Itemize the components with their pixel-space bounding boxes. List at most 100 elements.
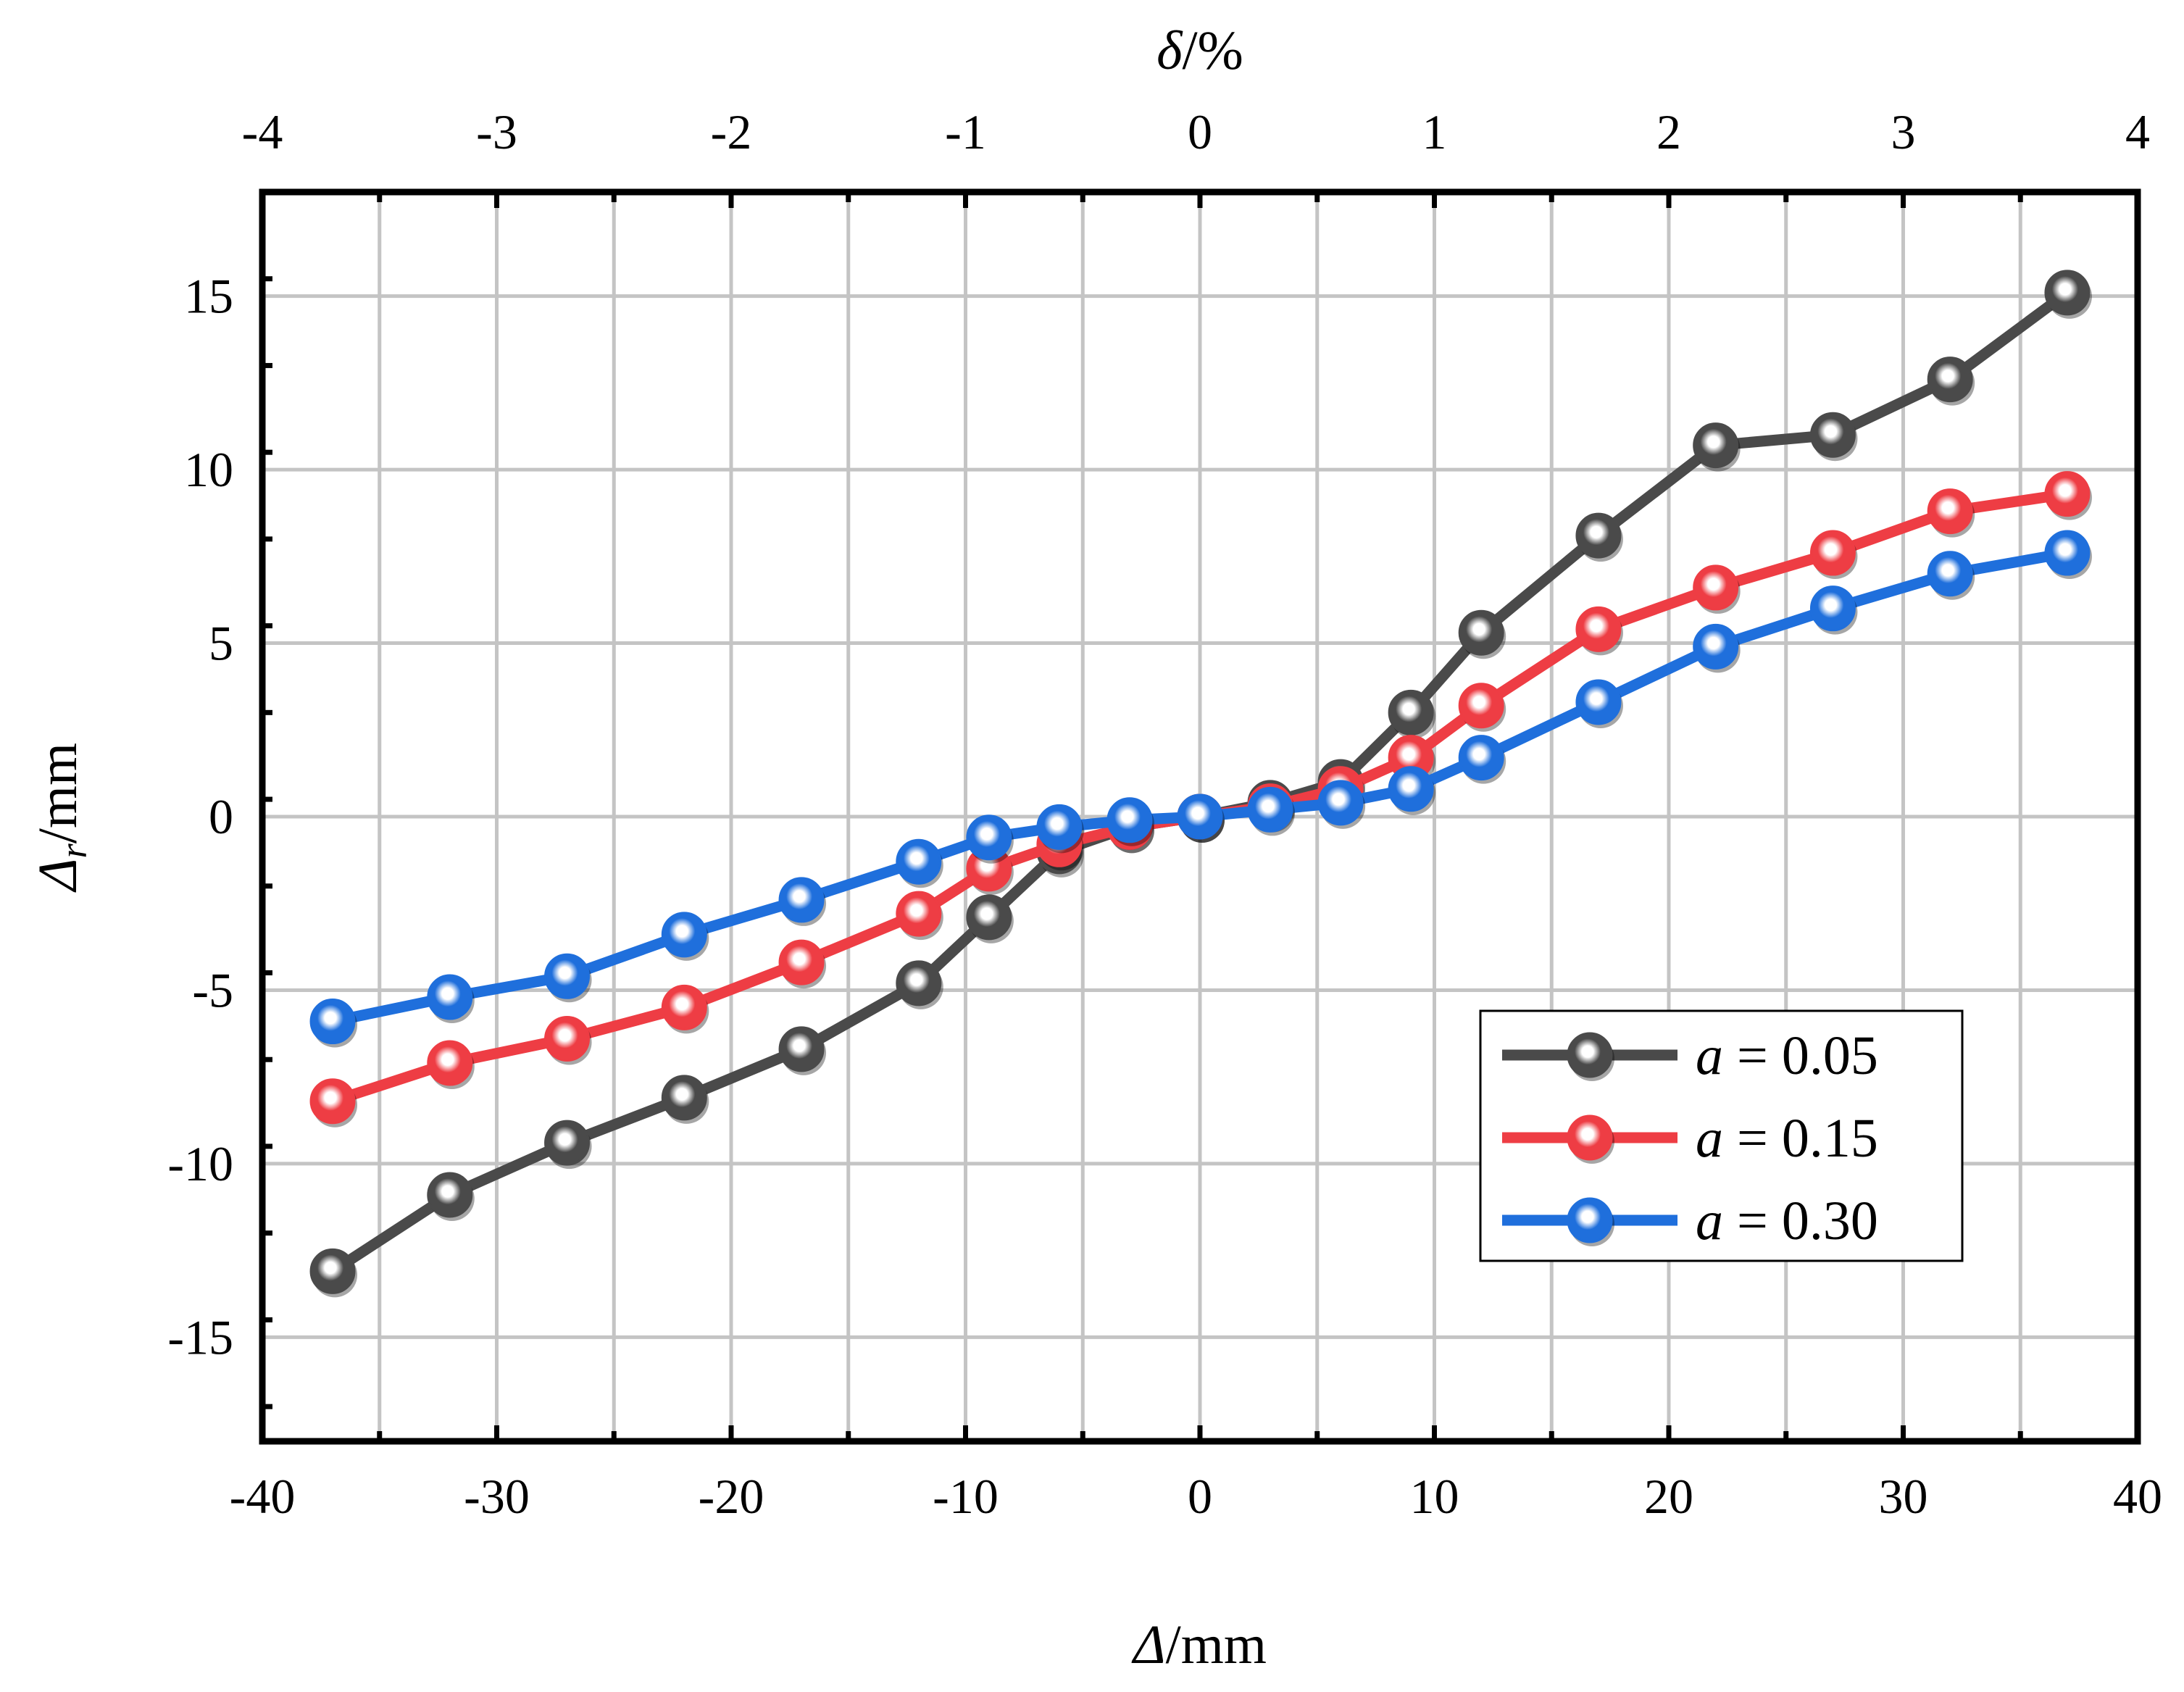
x-axis-title-unit: /mm [1166,1614,1267,1675]
legend: a = 0.05a = 0.15a = 0.30 [1479,1009,1964,1262]
data-point [1247,786,1293,833]
data-point [778,877,825,923]
data-point [1317,780,1364,826]
x2-tick-label: -1 [945,104,986,159]
x2-tick-label: 4 [2125,104,2150,159]
data-point [1927,357,1973,403]
legend-marker [1567,1197,1613,1243]
data-point [1458,609,1504,656]
data-point [1693,422,1739,469]
legend-label-var: a [1696,1191,1723,1251]
y-tick-label: 15 [184,269,233,324]
y-tick-label: 10 [184,442,233,497]
data-point [1458,683,1504,729]
data-point [427,1040,473,1086]
data-point [661,1075,707,1121]
data-point [1693,623,1739,670]
x2-tick-label: 3 [1891,104,1916,159]
x-tick-label: 10 [1410,1469,1459,1524]
ticks [259,192,2141,1441]
data-point [1388,689,1434,735]
data-point [2044,530,2091,576]
data-point [309,1078,356,1125]
data-point [966,894,1012,941]
data-point [1388,766,1434,812]
data-point [427,974,473,1020]
data-point [2044,270,2091,316]
data-point [1809,585,1856,632]
data-point [427,1172,473,1218]
data-point [896,960,942,1007]
x-tick-label: -20 [699,1469,764,1524]
y-tick-label: 5 [209,616,233,671]
x2-axis-title-unit: /% [1182,20,1243,81]
x-tick-label: 40 [2113,1469,2162,1524]
data-point [1036,804,1083,850]
x-tick-label: 20 [1644,1469,1693,1524]
y-tick-label: -5 [192,962,233,1017]
y-axis-title-symbol: Δ [28,859,88,893]
series-layer [309,270,2092,1298]
data-point [896,838,942,885]
data-point [1575,606,1622,652]
legend-label-value: = 0.30 [1723,1191,1878,1251]
data-point [966,814,1012,861]
data-point [896,891,942,937]
y-tick-label: -15 [167,1309,233,1364]
x-tick-label: -30 [464,1469,530,1524]
legend-label-value: = 0.05 [1723,1025,1878,1086]
x2-axis-title: δ/% [1156,20,1243,81]
data-point [544,1015,591,1062]
legend-label-var: a [1696,1025,1723,1086]
y-tick-label: 0 [209,789,233,844]
x-tick-label: -40 [230,1469,296,1524]
series-a-0-30 [309,530,2092,1048]
y-axis-title: Δr/mm [28,743,95,893]
data-point [544,1120,591,1166]
data-point [1809,412,1856,458]
x2-tick-label: -3 [476,104,517,159]
legend-label-value: = 0.15 [1723,1108,1878,1169]
y-axis-title-sub: r [54,843,95,859]
x2-tick-label: -4 [242,104,283,159]
data-point [1693,564,1739,611]
legend-label: a = 0.15 [1696,1108,1878,1169]
legend-item: a = 0.05 [1502,1025,1878,1086]
data-point [778,939,825,985]
data-point [2044,471,2091,517]
data-point [1458,735,1504,781]
x2-axis-title-symbol: δ [1156,20,1183,81]
data-point [1177,793,1223,840]
legend-item: a = 0.30 [1502,1191,1878,1251]
legend-item: a = 0.15 [1502,1108,1878,1169]
x-tick-label: -10 [933,1469,999,1524]
x-tick-label: 0 [1188,1469,1212,1524]
x2-tick-label: 1 [1422,104,1447,159]
data-point [544,953,591,999]
data-point [309,1248,356,1294]
legend-label: a = 0.05 [1696,1025,1878,1086]
data-point [1106,797,1153,843]
data-point [1809,530,1856,576]
x2-tick-label: 0 [1188,104,1212,159]
y-tick-label: -10 [167,1136,233,1191]
data-point [778,1026,825,1072]
data-point [1575,679,1622,725]
x-axis-title-symbol: Δ [1131,1614,1166,1675]
x-axis-title: Δ/mm [1131,1614,1267,1675]
legend-marker [1567,1032,1613,1078]
data-point [1575,512,1622,559]
tick-labels: -40 -30 -20 -10 0 10 20 30 40-4 -3 -2 -1 0 1 2 3 4-15-10… [167,104,2162,1524]
y-axis-title-unit: /mm [28,743,88,843]
data-point [1927,488,1973,535]
x2-tick-label: 2 [1656,104,1681,159]
data-point [661,912,707,958]
x2-tick-label: -2 [711,104,752,159]
data-point [661,984,707,1030]
x-tick-label: 30 [1879,1469,1928,1524]
legend-marker [1567,1114,1613,1161]
legend-label: a = 0.30 [1696,1191,1878,1251]
data-point [309,999,356,1045]
data-point [1927,551,1973,597]
